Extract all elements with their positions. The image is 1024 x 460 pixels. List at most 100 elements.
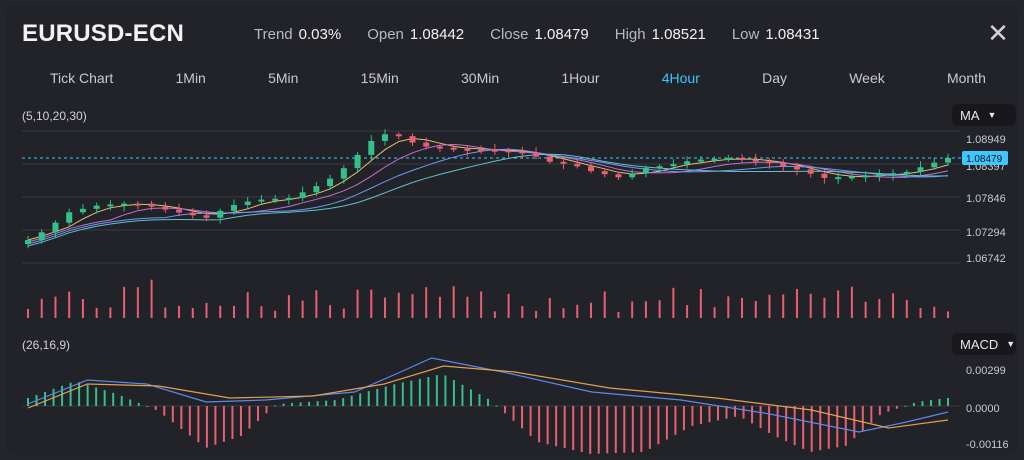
macd-bar	[844, 406, 847, 446]
macd-bar	[410, 380, 413, 406]
tab-5min[interactable]: 5Min	[268, 70, 299, 86]
candle-body	[478, 149, 485, 152]
macd-bar	[350, 395, 353, 406]
candle-body	[189, 212, 196, 216]
candle-body	[52, 222, 59, 233]
candle-body	[162, 206, 169, 210]
tab-month[interactable]: Month	[946, 70, 986, 86]
candle-body	[354, 154, 361, 169]
tab-4hour[interactable]: 4Hour	[661, 70, 700, 86]
candle-body	[546, 156, 553, 162]
macd-bar	[367, 391, 370, 406]
volume-bar	[452, 286, 455, 318]
tab-day[interactable]: Day	[762, 70, 787, 86]
candle-body	[587, 166, 594, 172]
macd-bar	[708, 406, 711, 423]
tab-1min[interactable]: 1Min	[175, 70, 206, 86]
volume-bar	[438, 296, 441, 318]
tab-1hour[interactable]: 1Hour	[561, 70, 600, 86]
macd-histogram	[27, 375, 949, 454]
macd-bar	[555, 406, 558, 447]
timeframe-tabs: Tick Chart 1Min 5Min 15Min 30Min 1Hour 4…	[22, 70, 1012, 94]
price-tick: 1.07294	[966, 227, 1006, 239]
volume-bar	[370, 289, 373, 318]
macd-bar	[78, 382, 81, 406]
candle-body	[739, 158, 746, 161]
tab-30min[interactable]: 30Min	[461, 70, 500, 86]
close-icon[interactable]: ✕	[987, 18, 1009, 48]
volume-bar	[205, 302, 208, 318]
macd-bar	[699, 406, 702, 425]
candle-body	[917, 167, 924, 172]
macd-bar	[589, 406, 592, 454]
macd-bar	[861, 406, 864, 431]
macd-bar	[887, 406, 890, 412]
price-tick: 1.08949	[966, 134, 1006, 146]
macd-bar	[308, 401, 311, 406]
volume-bar	[232, 305, 235, 318]
volume-bar	[27, 308, 29, 318]
macd-indicator-select[interactable]: MACD ▼	[952, 333, 1016, 355]
macd-bar	[154, 406, 157, 410]
macd-bar	[461, 384, 464, 406]
tab-15min[interactable]: 15Min	[360, 70, 399, 86]
macd-bar	[512, 406, 515, 421]
macd-select-value: MACD	[960, 336, 999, 352]
volume-bar	[768, 294, 771, 318]
volume-bar	[109, 307, 112, 318]
volume-bar	[507, 293, 510, 318]
volume-bar	[878, 298, 881, 318]
volume-bar	[384, 297, 387, 318]
macd-bar	[742, 406, 745, 419]
chevron-down-icon: ▼	[1006, 339, 1016, 349]
volume-bar	[919, 307, 922, 318]
candle-body	[807, 169, 814, 174]
candle-body	[66, 212, 73, 223]
volume-bar	[178, 305, 181, 318]
candle-body	[697, 159, 704, 162]
volume-bar	[782, 294, 785, 318]
macd-bar	[606, 406, 609, 454]
volume-bar	[837, 290, 840, 318]
volume-bar	[397, 292, 400, 318]
macd-line	[27, 357, 949, 433]
macd-bar	[376, 388, 379, 406]
volume-bar	[493, 311, 496, 318]
price-axis: 1.08949 1.08397 1.07846 1.07294 1.06742	[966, 134, 1006, 265]
macd-bar	[623, 406, 626, 453]
macd-bar	[947, 398, 949, 406]
candle-body	[313, 186, 320, 193]
stat-trend: Trend 0.03%	[254, 25, 342, 43]
macd-bar	[103, 390, 106, 406]
macd-bar	[222, 406, 225, 442]
volume-bar	[274, 310, 277, 318]
macd-bar	[163, 406, 166, 416]
volume-bar	[658, 300, 661, 318]
macd-bar	[853, 406, 856, 439]
macd-bar	[231, 406, 234, 439]
macd-bar	[469, 389, 472, 406]
volume-bar	[81, 299, 84, 318]
macd-bar	[827, 406, 830, 449]
macd-bar	[597, 406, 600, 454]
macd-bar	[342, 398, 345, 406]
ma-indicator-select[interactable]: MA ▼	[952, 104, 1016, 126]
stat-low: Low 1.08431	[731, 25, 820, 43]
volume-bar	[672, 287, 675, 318]
macd-tick: -0.00116	[966, 439, 1009, 451]
candle-body	[519, 151, 526, 154]
volume-bar	[850, 286, 853, 318]
candle-body	[368, 140, 375, 155]
tab-week[interactable]: Week	[849, 70, 885, 86]
macd-bar	[333, 400, 336, 406]
volume-bar	[68, 291, 71, 318]
ma-line	[27, 153, 949, 247]
symbol-title: EURUSD-ECN	[22, 20, 185, 47]
tab-tick-chart[interactable]: Tick Chart	[50, 70, 114, 86]
volume-bar	[892, 293, 895, 318]
volume-bar	[795, 288, 798, 318]
volume-bars	[27, 279, 949, 318]
volume-bar	[686, 305, 689, 318]
volume-bar	[95, 307, 98, 318]
